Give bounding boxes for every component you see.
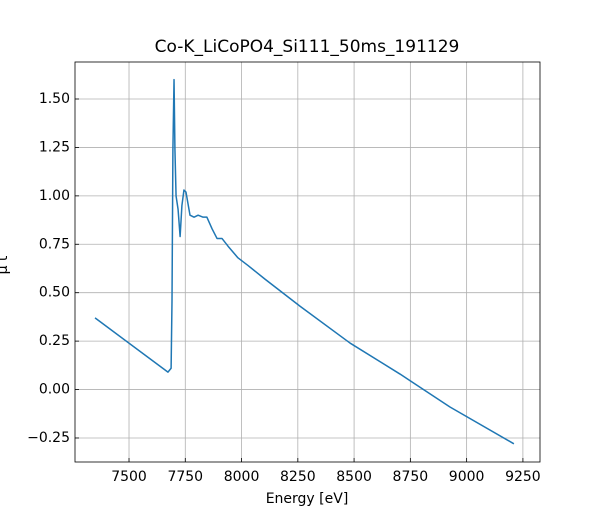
y-tick-label: 0.00 <box>39 382 70 398</box>
x-tick-label: 8250 <box>280 469 316 485</box>
y-tick-label: 1.50 <box>39 91 70 107</box>
y-tick-label: 1.00 <box>39 188 70 204</box>
x-tick-label: 9000 <box>449 469 485 485</box>
x-tick-label: 7500 <box>111 469 147 485</box>
x-tick-label: 7750 <box>167 469 203 485</box>
chart-title: Co-K_LiCoPO4_Si111_50ms_191129 <box>155 37 460 57</box>
y-tick-label: −0.25 <box>27 430 70 446</box>
data-line <box>94 78 515 445</box>
y-tick-label: 0.50 <box>39 285 70 301</box>
x-tick-label: 8500 <box>336 469 372 485</box>
y-tick-label: 0.25 <box>39 333 70 349</box>
y-axis-label: μ t <box>0 255 11 274</box>
x-tick-label: 8750 <box>393 469 429 485</box>
x-tick-label: 9250 <box>505 469 541 485</box>
y-tick-label: 1.25 <box>39 139 70 155</box>
axes-frame <box>74 61 541 463</box>
x-tick-label: 8000 <box>224 469 260 485</box>
x-axis-label: Energy [eV] <box>266 491 349 507</box>
y-tick-label: 0.75 <box>39 236 70 252</box>
